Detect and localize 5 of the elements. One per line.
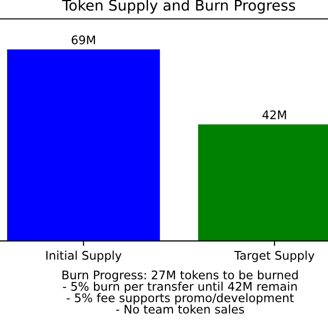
x-tick-label: Target Supply: [234, 250, 314, 262]
data-label: 42M: [262, 110, 286, 120]
text: Burn Progress: 27M tokens to be burned - 5% burn per transfer until 42M remain - 5% fee supports promo/development - No team token sales: [62, 270, 298, 314]
data-label: 69M: [72, 35, 95, 44]
x-tick-label: Initial Supply: [46, 250, 122, 262]
